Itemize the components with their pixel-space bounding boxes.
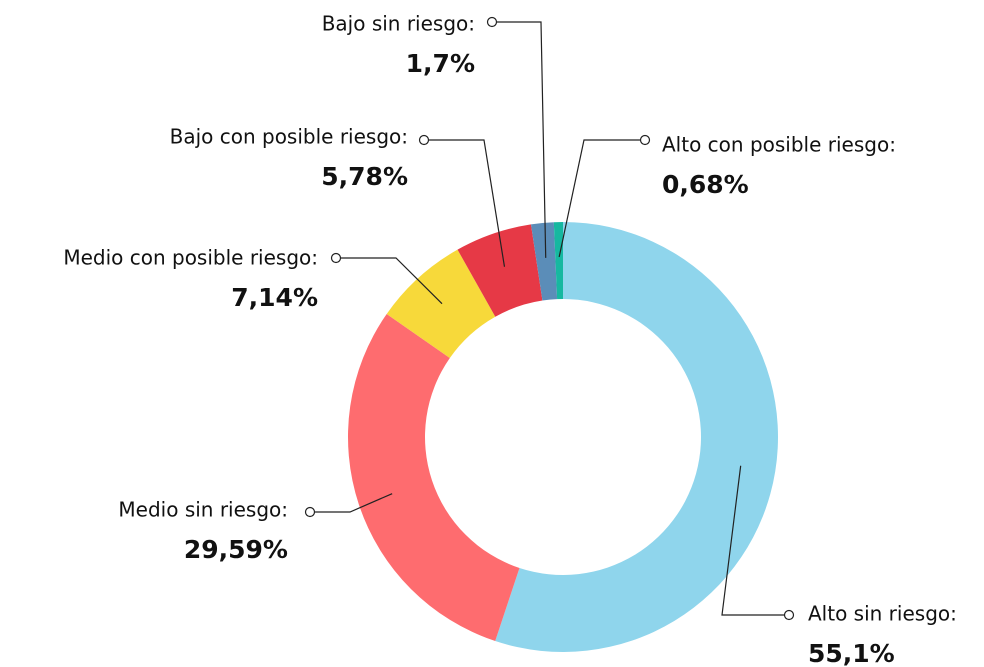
donut-slice	[530, 222, 558, 301]
leader-dot	[783, 609, 795, 621]
slice-label: Bajo con posible riesgo:	[170, 125, 408, 149]
slice-value-label: 5,78%	[321, 162, 408, 191]
slice-label: Alto sin riesgo:	[808, 602, 957, 626]
leader-dot	[486, 16, 498, 28]
leader-line	[336, 257, 443, 305]
leader-line	[558, 139, 645, 258]
leader-line	[721, 465, 789, 616]
slice-value-label: 55,1%	[808, 639, 895, 667]
leader-line	[310, 493, 393, 513]
slice-value-label: 29,59%	[184, 535, 288, 564]
slice-value-label: 7,14%	[231, 283, 318, 312]
slice-label: Bajo sin riesgo:	[322, 12, 475, 36]
donut-slice	[495, 222, 778, 652]
donut-slice	[553, 222, 563, 300]
donut-slice	[457, 224, 543, 317]
leader-dot	[418, 134, 430, 146]
slice-label: Medio con posible riesgo:	[63, 246, 318, 270]
leader-dot	[330, 252, 342, 264]
donut-slice	[348, 313, 520, 642]
slice-value-label: 0,68%	[662, 170, 749, 199]
leader-line	[492, 21, 547, 258]
leader-dot	[304, 506, 316, 518]
leader-line	[424, 139, 506, 267]
slice-label: Medio sin riesgo:	[118, 498, 288, 522]
leader-dot	[639, 134, 651, 146]
slice-value-label: 1,7%	[406, 49, 475, 78]
donut-slice	[386, 249, 496, 359]
slice-label: Alto con posible riesgo:	[662, 133, 896, 157]
